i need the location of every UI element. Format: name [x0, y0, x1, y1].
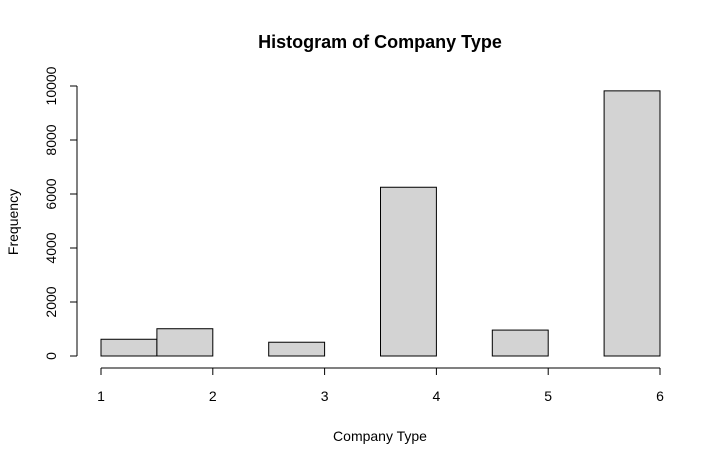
- histogram-bar-1: [156, 328, 214, 357]
- x-axis: 1 2 3 4 5 6: [97, 367, 664, 404]
- y-tick-label: 8000: [43, 124, 59, 155]
- y-tick-label: 2000: [43, 286, 59, 317]
- x-tick-label: 2: [209, 388, 217, 404]
- histogram-bar-5: [380, 186, 437, 357]
- x-tick-label: 3: [321, 388, 329, 404]
- histogram-bar-0: [100, 338, 158, 357]
- y-tick-label: 6000: [43, 178, 59, 209]
- x-tick-label: 5: [544, 388, 552, 404]
- histogram-bar-9: [603, 90, 661, 357]
- x-tick-label: 1: [97, 388, 105, 404]
- x-axis-label: Company Type: [333, 428, 427, 444]
- histogram-bar-3: [268, 341, 326, 357]
- histogram-bar-7: [491, 329, 549, 357]
- y-axis-label: Frequency: [5, 189, 21, 255]
- y-tick-label: 10000: [43, 66, 59, 105]
- y-axis: 0 2000 4000 6000 8000 10000: [43, 66, 78, 360]
- chart-title: Histogram of Company Type: [258, 32, 502, 52]
- x-tick-label: 4: [433, 388, 441, 404]
- y-tick-label: 4000: [43, 232, 59, 263]
- bars-group: [100, 90, 661, 357]
- y-tick-label: 0: [43, 352, 59, 360]
- x-tick-label: 6: [656, 388, 664, 404]
